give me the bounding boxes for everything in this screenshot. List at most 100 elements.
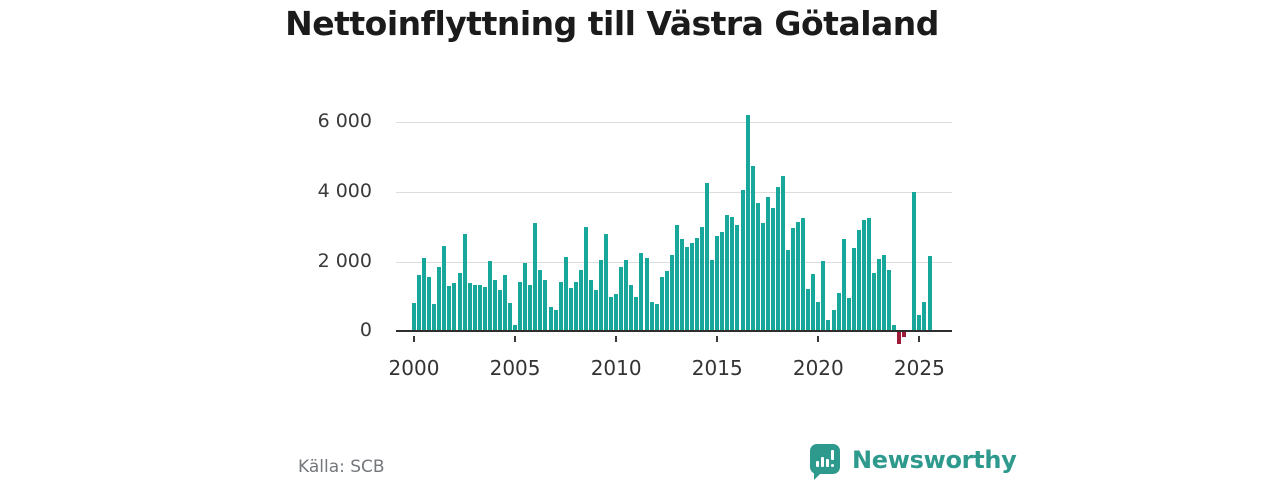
bar (553, 310, 558, 331)
bar (831, 310, 836, 331)
x-tick-label: 2020 (792, 356, 844, 380)
bar (518, 282, 523, 331)
y-gridline (396, 262, 952, 263)
bar (882, 255, 886, 331)
bar (432, 304, 437, 331)
bar (760, 223, 765, 331)
bar (856, 230, 861, 331)
bar (720, 232, 725, 331)
bar (811, 274, 816, 331)
bar-negative (902, 332, 907, 337)
bar (725, 215, 730, 331)
bar (588, 280, 593, 331)
bar (674, 225, 679, 331)
x-tick-label: 2000 (388, 356, 440, 380)
bar (705, 183, 710, 331)
bar (780, 176, 785, 331)
x-tick (413, 336, 415, 342)
x-tick (716, 336, 719, 342)
bar (578, 270, 583, 331)
bar (755, 203, 760, 331)
y-tick-label: 6 000 (317, 110, 372, 132)
bar (452, 283, 457, 331)
x-axis-line (396, 330, 952, 332)
x-tick (514, 336, 517, 342)
bar (816, 302, 821, 331)
bar (735, 225, 740, 331)
brand-name: Newsworthy (852, 446, 1017, 474)
bar (927, 256, 932, 331)
bar (462, 234, 467, 331)
bar (922, 302, 927, 331)
bar (437, 267, 442, 331)
bar (538, 270, 543, 331)
bar (482, 287, 487, 331)
source-label: Källa: SCB (298, 457, 385, 477)
x-tick (817, 336, 820, 342)
bar (649, 302, 654, 331)
bar (487, 261, 492, 331)
chart-title: Nettoinflyttning till Västra Götaland (285, 4, 939, 43)
bar (624, 260, 629, 331)
bar (477, 285, 482, 331)
bar (508, 303, 512, 331)
logo-exclamation-dot-icon (831, 464, 834, 467)
logo-bar-icon (826, 459, 829, 467)
bar (806, 289, 811, 331)
bar (442, 246, 447, 331)
bar (775, 187, 780, 331)
bar (750, 166, 755, 331)
bar (472, 285, 477, 331)
logo-bar-icon (816, 461, 819, 467)
bar (467, 283, 472, 331)
bar (548, 307, 553, 331)
bar (604, 234, 608, 331)
bar (563, 257, 568, 331)
bar (846, 298, 851, 331)
y-tick-label: 4 000 (317, 180, 372, 202)
bar (533, 223, 538, 331)
x-tick-label: 2015 (691, 356, 743, 380)
bar (523, 263, 528, 331)
bar (599, 260, 603, 331)
y-tick-label: 0 (359, 319, 372, 341)
bar (690, 243, 694, 331)
logo-speech-tail (814, 471, 823, 480)
bar (457, 273, 462, 331)
bar (427, 277, 432, 331)
x-tick-label: 2005 (489, 356, 541, 380)
bar (503, 275, 507, 331)
bar (786, 250, 790, 331)
bar (619, 267, 624, 331)
bar (801, 218, 806, 331)
bar-negative (897, 332, 902, 344)
logo-bar-icon (821, 457, 824, 467)
bar (861, 220, 866, 331)
x-tick (615, 336, 618, 342)
bar (876, 259, 881, 331)
bar (654, 304, 659, 331)
bar (851, 248, 856, 331)
bar (417, 275, 422, 331)
bar (614, 294, 619, 331)
y-tick-label: 2 000 (317, 250, 372, 272)
bar (609, 297, 614, 331)
bar (866, 218, 871, 331)
bar (543, 280, 548, 331)
bar (447, 286, 452, 331)
bar (796, 222, 801, 331)
bar (659, 277, 664, 331)
bar (770, 208, 775, 331)
bar (836, 293, 841, 331)
bar (492, 280, 497, 331)
bar (593, 290, 598, 331)
logo-exclamation-icon (831, 450, 834, 460)
bar (710, 260, 715, 331)
bar (700, 227, 705, 331)
bar (644, 258, 649, 331)
bar (558, 282, 563, 331)
bar (912, 192, 917, 331)
bar (745, 115, 750, 331)
bar (841, 239, 846, 331)
